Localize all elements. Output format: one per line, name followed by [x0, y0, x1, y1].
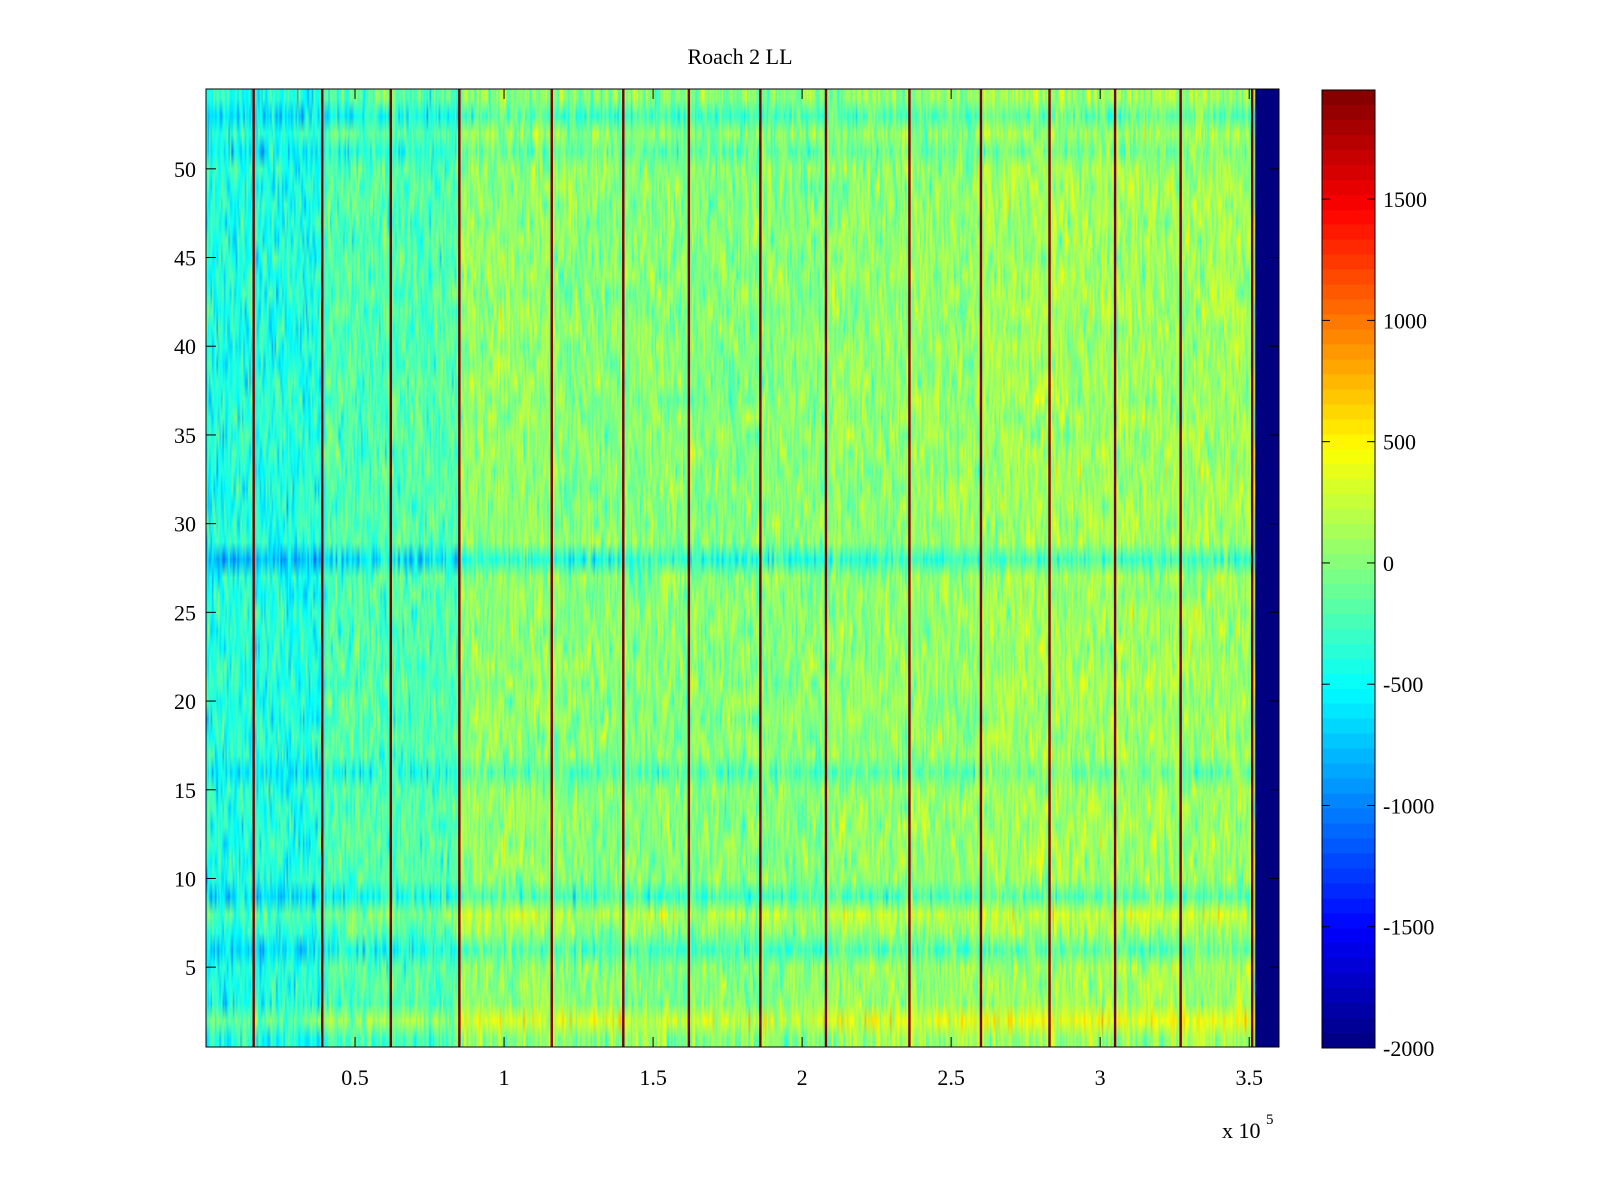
vertical-streak: [687, 89, 691, 1047]
colorbar-tick-label: -1500: [1383, 915, 1434, 940]
vertical-streak: [252, 89, 255, 1047]
heatmap-plot-area: [205, 88, 1280, 1048]
vertical-streak: [389, 89, 392, 1047]
colorbar-tick-label: 1500: [1383, 187, 1427, 212]
colorbar-tick-label: -1000: [1383, 793, 1434, 818]
y-tick-label: 25: [174, 600, 196, 625]
chart-title: Roach 2 LL: [687, 44, 792, 69]
y-tick-label: 50: [174, 157, 196, 182]
colorbar-tick-label: -2000: [1383, 1036, 1434, 1061]
vertical-streak: [979, 89, 983, 1047]
colorbar-tick-label: -500: [1383, 672, 1423, 697]
x-tick-label: 2.5: [937, 1065, 965, 1090]
vertical-streak: [1048, 89, 1051, 1047]
y-tick-label: 45: [174, 246, 196, 271]
plot-frame: [205, 88, 1280, 1048]
y-tick-label: 15: [174, 778, 196, 803]
y-axis: 5 10 15 20 25 30 35 40 45 50: [174, 157, 1279, 980]
x-tick-label: 1.5: [639, 1065, 667, 1090]
vertical-streak: [759, 89, 762, 1047]
x-axis: 0.5 1 1.5 2 2.5 3 3.5: [341, 89, 1263, 1090]
y-tick-label: 10: [174, 866, 196, 891]
colorbar-gradient: [1322, 90, 1375, 1048]
vertical-streak: [908, 89, 911, 1047]
vertical-streak: [622, 89, 625, 1047]
vertical-streak: [458, 89, 461, 1047]
x-multiplier-base: x 10: [1222, 1118, 1261, 1143]
colorbar-tick-label: 1000: [1383, 308, 1427, 333]
vertical-streak: [550, 89, 553, 1047]
vertical-streak: [1250, 89, 1254, 1047]
vertical-streak: [1113, 89, 1117, 1047]
vertical-streak: [824, 89, 828, 1047]
x-tick-label: 3: [1095, 1065, 1106, 1090]
colorbar-ticks: 1500 1000 500 0 -500 -1000 -1500 -2000: [1322, 187, 1434, 1061]
y-tick-label: 35: [174, 423, 196, 448]
colorbar-frame: [1321, 89, 1376, 1049]
x-multiplier: x 10 5: [1222, 1112, 1274, 1143]
vertical-streaks: [252, 89, 1254, 1047]
y-tick-label: 5: [185, 955, 196, 980]
heatmap-image: [206, 89, 1279, 1047]
vertical-streak: [1179, 89, 1182, 1047]
y-tick-label: 30: [174, 512, 196, 537]
x-tick-label: 1: [499, 1065, 510, 1090]
colorbar-tick-label: 500: [1383, 430, 1416, 455]
x-multiplier-exponent: 5: [1266, 1112, 1274, 1128]
x-tick-label: 3.5: [1235, 1065, 1263, 1090]
y-tick-label: 40: [174, 334, 196, 359]
y-tick-label: 20: [174, 689, 196, 714]
colorbar-tick-label: 0: [1383, 551, 1394, 576]
x-tick-label: 0.5: [341, 1065, 369, 1090]
colorbar: 1500 1000 500 0 -500 -1000 -1500 -2000: [1321, 89, 1434, 1061]
vertical-streak: [321, 89, 324, 1047]
x-tick-label: 2: [797, 1065, 808, 1090]
